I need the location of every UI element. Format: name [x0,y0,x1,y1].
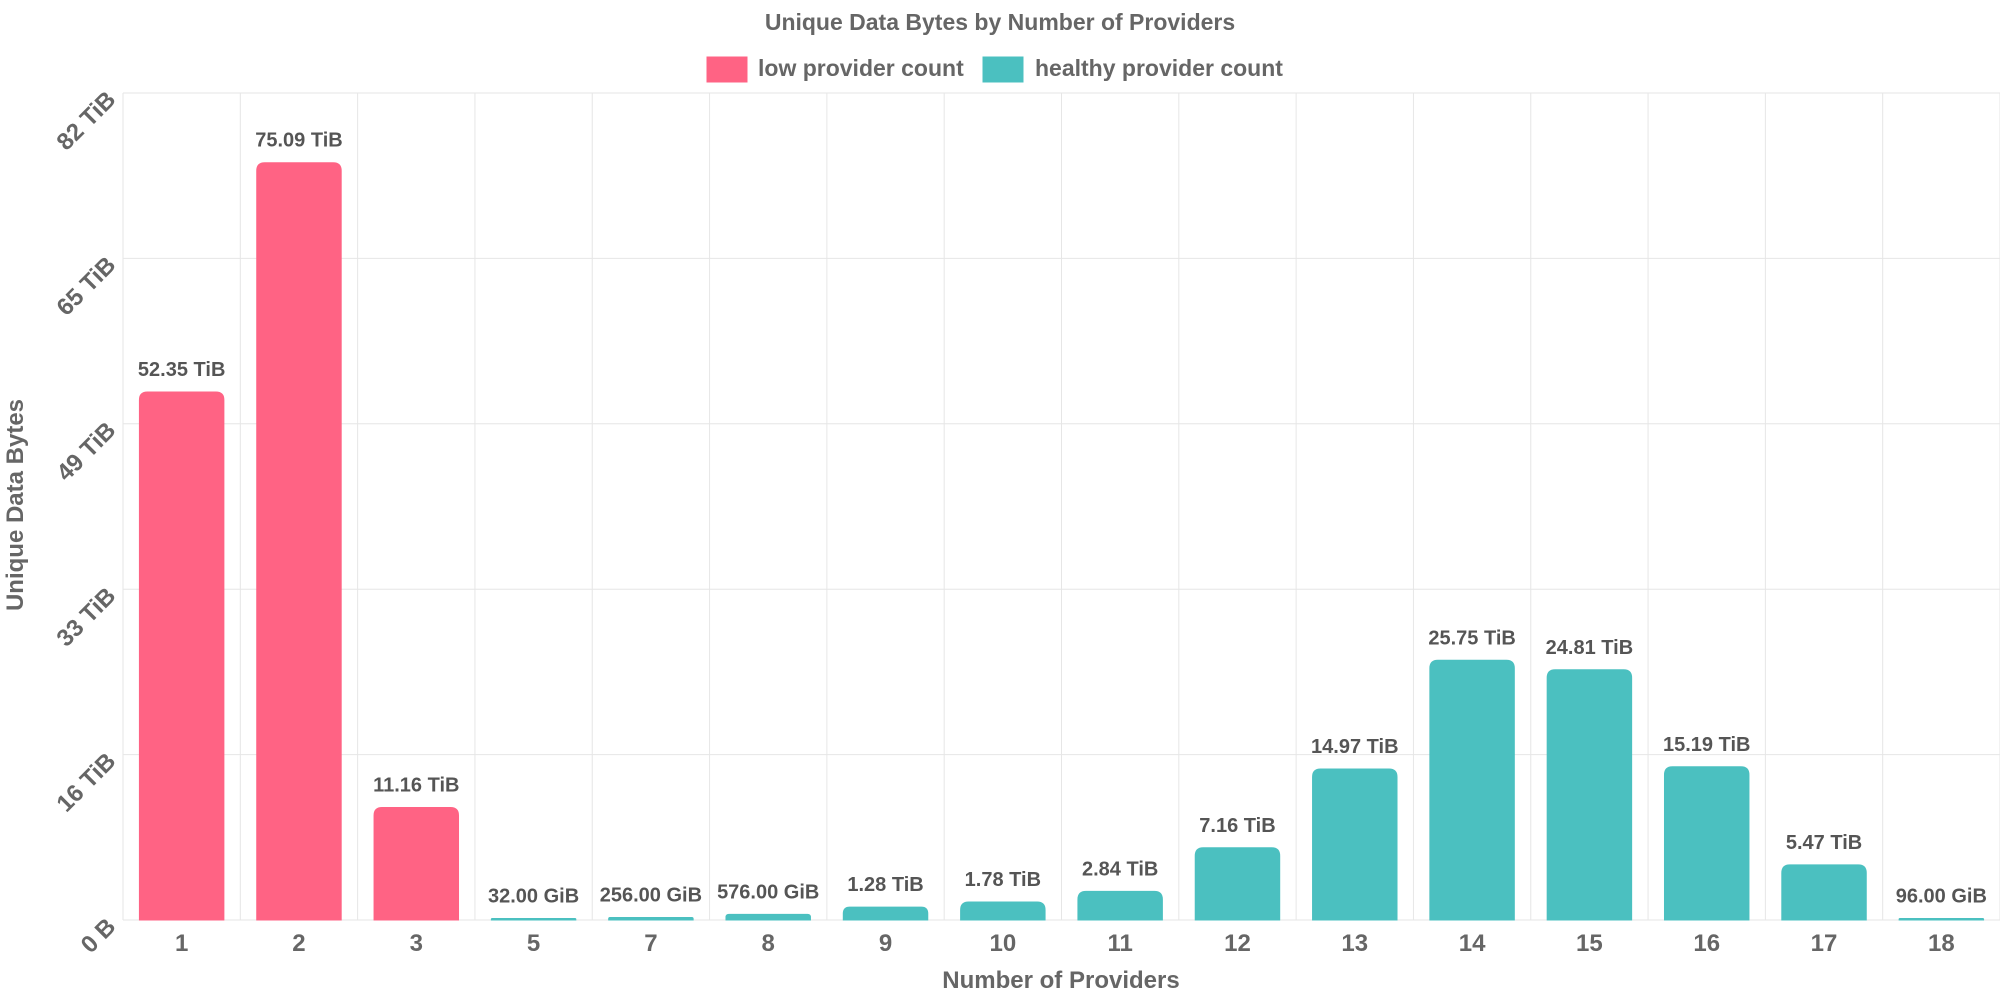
legend-label-low-provider-count[interactable]: low provider count [758,55,964,81]
data-label-8: 576.00 GiB [717,881,819,903]
y-axis-label: Unique Data Bytes [2,399,29,611]
bar-17[interactable] [1781,864,1867,921]
data-label-9: 1.28 TiB [847,874,923,896]
x-tick-label: 2 [292,930,305,957]
x-tick-label: 8 [762,930,775,957]
x-tick-label: 15 [1576,930,1603,957]
x-axis-label: Number of Providers [942,967,1179,994]
legend-label-healthy-provider-count[interactable]: healthy provider count [1035,55,1283,81]
bar-2[interactable] [256,162,342,921]
legend-swatch-low-provider-count[interactable] [706,56,748,83]
bar-1[interactable] [138,391,225,921]
data-label-5: 32.00 GiB [488,886,579,908]
x-tick-label: 5 [527,930,540,957]
data-label-14: 25.75 TiB [1428,627,1515,649]
y-tick-label: 82 TiB [52,86,122,156]
x-tick-label: 3 [410,930,423,957]
bar-11[interactable] [1077,890,1163,921]
bar-18[interactable] [1898,918,1985,921]
bar-16[interactable] [1663,766,1750,921]
x-tick-label: 18 [1928,930,1955,957]
x-tick-label: 11 [1107,930,1132,957]
y-tick-label: 16 TiB [52,748,122,818]
bars [138,162,1985,921]
data-label-2: 75.09 TiB [255,130,342,152]
y-tick-label: 33 TiB [52,582,122,652]
data-label-11: 2.84 TiB [1082,858,1158,880]
y-tick-label: 0 B [76,913,122,959]
x-tick-label: 13 [1341,930,1368,957]
bar-13[interactable] [1312,768,1398,921]
y-tick-label: 65 TiB [52,252,122,322]
x-tick-label: 17 [1811,930,1838,957]
data-label-15: 24.81 TiB [1546,637,1633,659]
bar-5[interactable] [490,918,577,921]
bar-3[interactable] [373,806,460,921]
data-label-3: 11.16 TiB [373,774,459,796]
x-tick-label: 1 [175,930,188,957]
data-label-17: 5.47 TiB [1786,832,1862,854]
bar-14[interactable] [1429,659,1515,921]
data-label-1: 52.35 TiB [138,359,225,381]
chart-title: Unique Data Bytes by Number of Providers [765,9,1235,35]
bar-7[interactable] [608,916,694,921]
data-label-18: 96.00 GiB [1896,886,1987,908]
bar-9[interactable] [842,906,929,921]
legend: low provider count healthy provider coun… [706,55,1283,83]
x-tick-label: 14 [1459,930,1486,957]
x-tick-label: 12 [1224,930,1251,957]
data-label-12: 7.16 TiB [1199,815,1275,837]
bar-8[interactable] [725,913,811,921]
x-axis-ticks: 1 2 3 5 7 8 9 10 11 12 13 14 15 16 17 18 [175,930,1955,957]
x-tick-label: 10 [989,930,1016,957]
y-axis-ticks: 0 B 16 TiB 33 TiB 49 TiB 65 TiB 82 TiB [52,86,122,959]
x-tick-label: 16 [1693,930,1720,957]
data-label-7: 256.00 GiB [600,884,702,906]
data-label-13: 14.97 TiB [1311,736,1398,758]
legend-swatch-healthy-provider-count[interactable] [982,56,1024,83]
grid-lines [122,92,2000,921]
y-tick-label: 49 TiB [52,417,122,487]
data-label-10: 1.78 TiB [965,869,1041,891]
bar-12[interactable] [1194,847,1281,921]
data-labels: 52.35 TiB 75.09 TiB 11.16 TiB 32.00 GiB 256.… [138,130,1987,908]
data-label-16: 15.19 TiB [1663,734,1750,756]
x-tick-label: 9 [879,930,892,957]
x-tick-label: 7 [644,930,657,957]
bar-15[interactable] [1546,669,1633,921]
bar-10[interactable] [960,901,1046,921]
